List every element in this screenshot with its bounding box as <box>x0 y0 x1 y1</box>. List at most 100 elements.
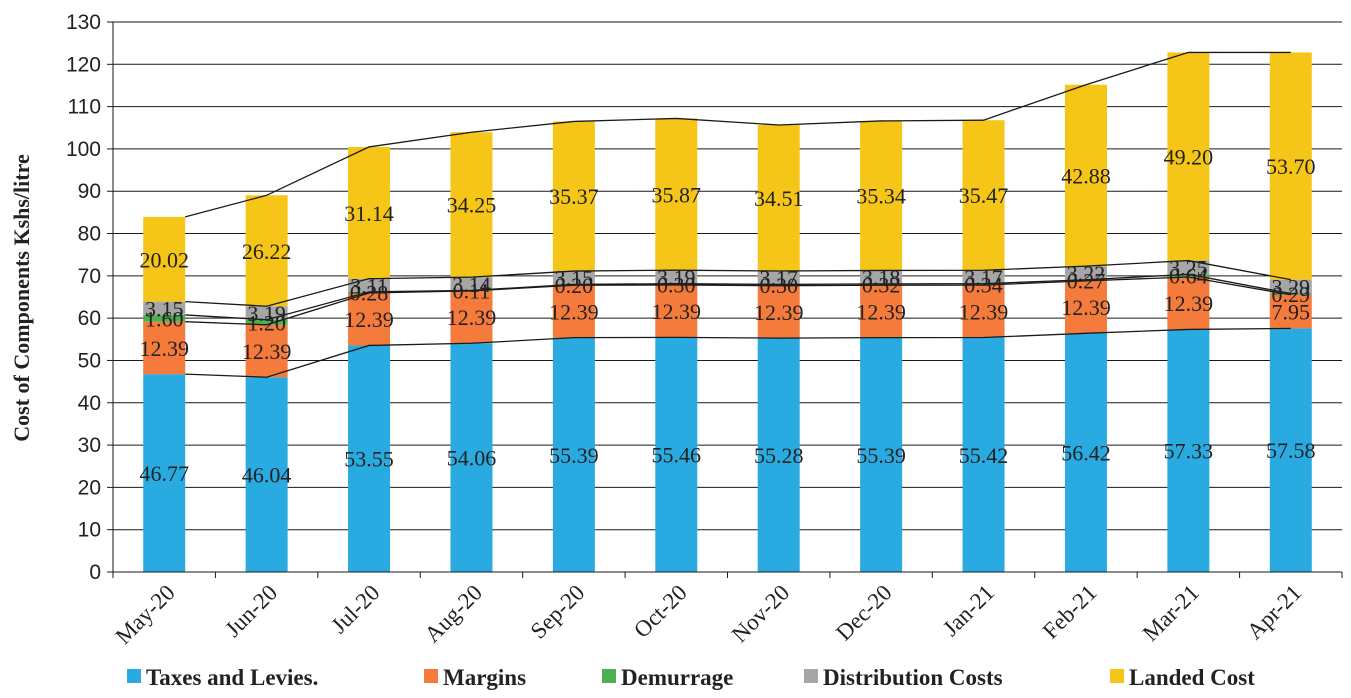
data-label: 42.88 <box>1061 163 1111 188</box>
x-tick-label: Feb-21 <box>1038 580 1102 644</box>
series-line <box>185 273 1291 321</box>
legend-item: Margins <box>424 665 526 690</box>
bar-segment <box>962 285 1005 338</box>
bar-segment <box>245 319 288 325</box>
bar-segment <box>655 118 698 271</box>
bar-segment <box>450 132 493 278</box>
data-label: 35.37 <box>549 184 599 209</box>
y-tick-label: 100 <box>66 138 101 161</box>
y-tick-label: 50 <box>78 349 101 372</box>
data-label: 3.17 <box>759 266 798 291</box>
bar-segment <box>860 120 903 271</box>
data-label: 0.32 <box>862 273 901 298</box>
data-label: 0.64 <box>1169 264 1208 289</box>
data-label: 0.29 <box>1272 282 1311 307</box>
data-label: 57.58 <box>1266 438 1316 463</box>
x-tick-label: Mar-21 <box>1138 580 1204 646</box>
y-tick-label: 60 <box>78 307 101 330</box>
y-tick-label: 80 <box>78 223 101 246</box>
y-tick-label: 10 <box>78 519 101 542</box>
bar-segment <box>1064 84 1107 267</box>
data-label: 55.28 <box>754 443 804 468</box>
data-label: 1.60 <box>145 306 184 331</box>
data-label: 57.33 <box>1164 439 1214 464</box>
bar-segment <box>860 270 903 284</box>
data-label: 0.27 <box>1067 268 1106 293</box>
data-label: 54.06 <box>447 446 497 471</box>
y-tick-label: 70 <box>78 265 101 288</box>
data-label: 12.39 <box>1164 291 1214 316</box>
bar-segment <box>1064 333 1107 572</box>
x-tick-label: Jul-20 <box>326 580 384 638</box>
bar-segment <box>552 271 595 285</box>
data-label: 0.28 <box>350 280 389 305</box>
data-label: 55.39 <box>549 443 599 468</box>
bar-segment <box>1269 279 1312 294</box>
data-label: 1.20 <box>247 310 286 335</box>
legend-swatch <box>602 669 616 683</box>
bar-segment <box>143 314 186 322</box>
bar-segment <box>757 338 800 572</box>
y-tick-label: 40 <box>78 392 101 415</box>
data-labels: 46.77 46.04 53.55 54.06 55.39 55.46 55.28 55.39… <box>139 144 1315 487</box>
data-label: 12.39 <box>447 305 497 330</box>
legend-label: Distribution Costs <box>823 665 1003 690</box>
x-tick-label: Aug-20 <box>420 580 487 647</box>
data-label: 55.42 <box>959 443 1009 468</box>
legend-swatch <box>804 669 818 683</box>
bar-segment <box>245 324 288 378</box>
bar-segment <box>962 283 1005 286</box>
legend-swatch <box>127 669 141 683</box>
legend-label: Margins <box>443 665 526 690</box>
x-tick-label: Dec-20 <box>831 580 897 646</box>
data-label: 3.15 <box>555 266 594 291</box>
y-tick-label: 120 <box>66 53 101 76</box>
y-tick-label: 130 <box>66 11 101 34</box>
bar-segment <box>655 270 698 284</box>
bar-segment <box>1167 52 1210 261</box>
legend-item: Demurrage <box>602 665 733 690</box>
data-label: 35.34 <box>856 184 906 209</box>
data-label: 3.22 <box>1067 261 1106 286</box>
legend-item: Taxes and Levies. <box>127 665 318 690</box>
legend: Taxes and Levies. Margins Demurrage Distrib… <box>127 665 1255 690</box>
bar-segment <box>860 337 903 572</box>
data-label: 31.14 <box>344 201 394 226</box>
bar-segment <box>348 293 391 346</box>
data-label: 56.42 <box>1061 441 1111 466</box>
bar-segment <box>245 195 288 307</box>
data-label: 0.20 <box>555 273 594 298</box>
x-tick-label: Nov-20 <box>727 580 794 647</box>
x-tick-label: Oct-20 <box>629 580 692 643</box>
x-axis: May-20 Jun-20 Jul-20 Aug-20 Sep-20 Oct-20 Nov-… <box>111 571 1343 649</box>
series-line <box>185 259 1291 307</box>
bar-segment <box>143 301 186 315</box>
data-label: 12.39 <box>549 299 599 324</box>
y-tick-label: 90 <box>78 180 101 203</box>
data-label: 55.39 <box>856 443 906 468</box>
bar-segment <box>1167 329 1210 572</box>
bar-segment <box>143 216 186 302</box>
data-label: 3.19 <box>247 301 286 326</box>
bar-segment <box>1167 274 1210 278</box>
bar-segment <box>450 277 493 291</box>
x-tick-label: Apr-21 <box>1242 580 1306 644</box>
bar-segment <box>348 146 391 279</box>
bar-segment <box>143 321 186 375</box>
series-line <box>185 51 1291 218</box>
bar-segment <box>1269 52 1312 280</box>
y-tick-label: 0 <box>89 561 101 584</box>
data-label: 3.11 <box>350 273 388 298</box>
data-label: 3.18 <box>862 265 901 290</box>
bar-segment <box>1269 294 1312 329</box>
data-label: 46.04 <box>242 463 292 488</box>
bar-segment <box>962 120 1005 271</box>
data-label: 3.15 <box>145 296 184 321</box>
bar-segment <box>552 337 595 572</box>
data-label: 3.29 <box>1272 275 1311 300</box>
bar-segment <box>860 285 903 338</box>
data-label: 0.34 <box>964 272 1003 297</box>
legend-item: Distribution Costs <box>804 665 1003 690</box>
series-line <box>185 276 1291 326</box>
